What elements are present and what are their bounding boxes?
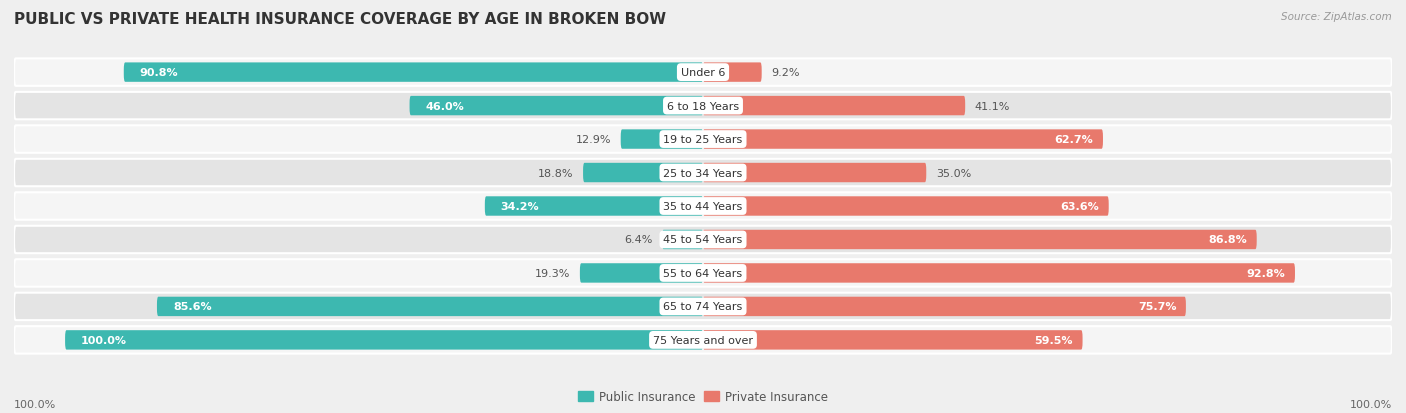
Text: 75.7%: 75.7% [1137, 301, 1177, 312]
FancyBboxPatch shape [703, 97, 965, 116]
Text: 55 to 64 Years: 55 to 64 Years [664, 268, 742, 278]
Text: 46.0%: 46.0% [426, 101, 464, 112]
FancyBboxPatch shape [703, 263, 1295, 283]
FancyBboxPatch shape [14, 126, 1392, 153]
FancyBboxPatch shape [14, 226, 1392, 254]
Text: 100.0%: 100.0% [1350, 399, 1392, 409]
Text: 75 Years and over: 75 Years and over [652, 335, 754, 345]
FancyBboxPatch shape [14, 260, 1392, 287]
FancyBboxPatch shape [703, 330, 1083, 350]
Text: 86.8%: 86.8% [1208, 235, 1247, 245]
FancyBboxPatch shape [703, 230, 1257, 249]
FancyBboxPatch shape [703, 63, 762, 83]
FancyBboxPatch shape [620, 130, 703, 150]
Text: 63.6%: 63.6% [1060, 202, 1099, 211]
Text: PUBLIC VS PRIVATE HEALTH INSURANCE COVERAGE BY AGE IN BROKEN BOW: PUBLIC VS PRIVATE HEALTH INSURANCE COVER… [14, 12, 666, 27]
FancyBboxPatch shape [703, 197, 1109, 216]
Text: 25 to 34 Years: 25 to 34 Years [664, 168, 742, 178]
FancyBboxPatch shape [14, 326, 1392, 354]
Text: 92.8%: 92.8% [1247, 268, 1285, 278]
FancyBboxPatch shape [14, 293, 1392, 320]
FancyBboxPatch shape [14, 159, 1392, 187]
Text: 62.7%: 62.7% [1054, 135, 1094, 145]
Text: 45 to 54 Years: 45 to 54 Years [664, 235, 742, 245]
FancyBboxPatch shape [14, 93, 1392, 120]
Text: 65 to 74 Years: 65 to 74 Years [664, 301, 742, 312]
FancyBboxPatch shape [662, 230, 703, 249]
FancyBboxPatch shape [14, 193, 1392, 220]
Text: 85.6%: 85.6% [173, 301, 211, 312]
Text: Under 6: Under 6 [681, 68, 725, 78]
Text: 6.4%: 6.4% [624, 235, 652, 245]
Text: 6 to 18 Years: 6 to 18 Years [666, 101, 740, 112]
FancyBboxPatch shape [124, 63, 703, 83]
Text: 12.9%: 12.9% [575, 135, 612, 145]
FancyBboxPatch shape [703, 164, 927, 183]
FancyBboxPatch shape [65, 330, 703, 350]
FancyBboxPatch shape [703, 297, 1185, 316]
Text: 9.2%: 9.2% [772, 68, 800, 78]
Text: 19.3%: 19.3% [534, 268, 571, 278]
Text: 41.1%: 41.1% [974, 101, 1010, 112]
Text: 90.8%: 90.8% [139, 68, 179, 78]
FancyBboxPatch shape [703, 130, 1102, 150]
Text: 35.0%: 35.0% [936, 168, 972, 178]
FancyBboxPatch shape [579, 263, 703, 283]
FancyBboxPatch shape [485, 197, 703, 216]
Text: Source: ZipAtlas.com: Source: ZipAtlas.com [1281, 12, 1392, 22]
FancyBboxPatch shape [14, 59, 1392, 87]
Text: 19 to 25 Years: 19 to 25 Years [664, 135, 742, 145]
Text: 34.2%: 34.2% [501, 202, 540, 211]
FancyBboxPatch shape [583, 164, 703, 183]
FancyBboxPatch shape [157, 297, 703, 316]
Text: 100.0%: 100.0% [14, 399, 56, 409]
Text: 100.0%: 100.0% [82, 335, 127, 345]
Text: 18.8%: 18.8% [538, 168, 574, 178]
Legend: Public Insurance, Private Insurance: Public Insurance, Private Insurance [574, 385, 832, 408]
Text: 59.5%: 59.5% [1035, 335, 1073, 345]
Text: 35 to 44 Years: 35 to 44 Years [664, 202, 742, 211]
FancyBboxPatch shape [409, 97, 703, 116]
